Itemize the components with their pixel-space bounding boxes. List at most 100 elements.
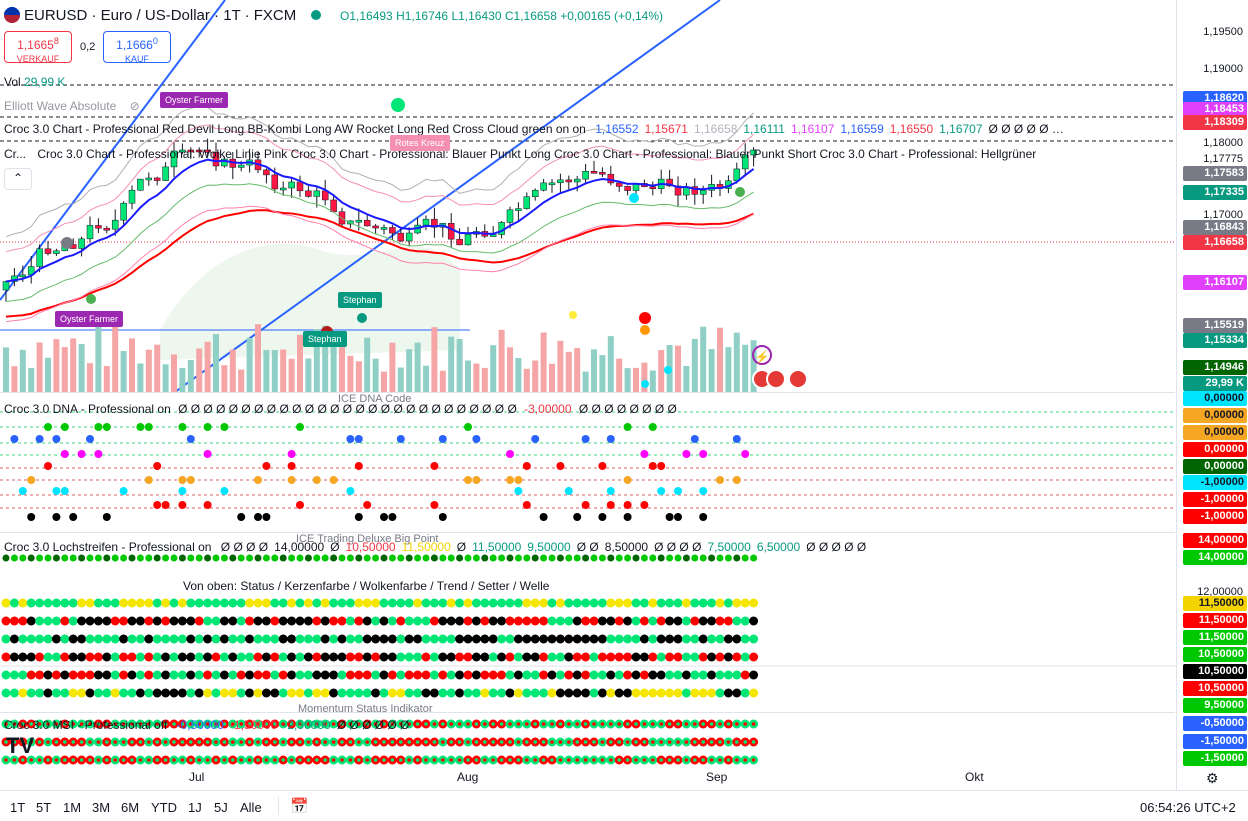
pane-separator[interactable] — [0, 532, 1175, 533]
loch-dot — [388, 554, 396, 562]
pane-separator[interactable] — [0, 392, 1175, 393]
collapse-legend-button[interactable]: ⌃ — [4, 168, 32, 190]
loch-dot — [187, 554, 195, 562]
status-dot — [488, 688, 498, 698]
status-dot — [287, 634, 297, 644]
range-6m[interactable]: 6M — [121, 800, 140, 815]
status-dot — [119, 688, 129, 698]
croc-chart-value: 1,16658 — [693, 122, 738, 136]
price-chart[interactable] — [0, 0, 1176, 392]
sell-button[interactable]: 1,16658 VERKAUF — [4, 31, 72, 64]
range-1t[interactable]: 1T — [10, 800, 26, 815]
status-dot — [194, 616, 204, 626]
status-dot — [606, 652, 616, 662]
candle-body — [305, 190, 312, 197]
croc-line2-legend[interactable]: Cr... Croc 3.0 Chart - Professional: Wol… — [4, 147, 1036, 161]
range-3m[interactable]: 3M — [92, 800, 111, 815]
range-1j[interactable]: 1J — [188, 800, 202, 815]
dna-legend[interactable]: Croc 3.0 DNA - Professional on Ø Ø Ø Ø Ø… — [4, 402, 677, 416]
status-dot — [287, 670, 297, 680]
status-dot — [480, 670, 490, 680]
lightning-icon[interactable]: ⚡ — [752, 345, 772, 365]
status-dot — [270, 652, 280, 662]
status-dot — [530, 652, 540, 662]
dna-dot — [741, 450, 750, 458]
loch-dot — [699, 554, 707, 562]
volume-bar — [381, 371, 387, 392]
price-axis[interactable]: 1,19500 1,19000 1,18000 1,17775 1,17000 1,149… — [1176, 0, 1248, 790]
loch-dot — [103, 554, 111, 562]
dna-dot — [102, 423, 111, 431]
msi-dot-inner — [340, 758, 344, 762]
lochstreifen-value: 10,50000 — [345, 540, 396, 554]
settings-gear-icon[interactable]: ⚙ — [1206, 770, 1219, 786]
status-dot — [648, 670, 658, 680]
us-flag-event-icon[interactable] — [788, 369, 808, 389]
hidden-eye-icon[interactable]: ⊘ — [129, 99, 140, 113]
status-dot — [35, 688, 45, 698]
status-dot — [631, 616, 641, 626]
status-dot — [278, 616, 288, 626]
status-dot — [606, 670, 616, 680]
lochstreifen-pane — [0, 554, 1176, 698]
us-flag-event-icon[interactable] — [766, 369, 786, 389]
status-dot — [102, 670, 112, 680]
range-5t[interactable]: 5T — [36, 800, 52, 815]
lochstreifen-value: 6,50000 — [756, 540, 801, 554]
range-1m[interactable]: 1M — [63, 800, 82, 815]
status-dot — [68, 598, 78, 608]
status-dot — [127, 598, 137, 608]
msi-dot-inner — [743, 758, 747, 762]
symbol-title[interactable]: EURUSD · Euro / US-Dollar · 1T · FXCM — [24, 7, 297, 24]
status-dot — [740, 688, 750, 698]
badge-stephan: Stephan — [303, 331, 347, 347]
price-tick: 1,19000 — [1203, 63, 1243, 75]
elliott-legend[interactable]: Elliott Wave Absolute ⊘ — [4, 99, 140, 113]
msi-dot-inner — [483, 722, 487, 726]
msi-dot-inner — [88, 758, 92, 762]
status-dot — [614, 688, 624, 698]
status-dot — [606, 634, 616, 644]
status-dot — [161, 634, 171, 644]
msi-dot-inner — [281, 758, 286, 762]
status-dot — [480, 688, 490, 698]
status-dot — [438, 616, 448, 626]
status-dot — [530, 598, 540, 608]
dna-dot — [52, 487, 61, 495]
croc-chart-legend[interactable]: Croc 3.0 Chart - Professional Red Devil … — [4, 122, 1064, 136]
msi-dot-inner — [693, 758, 697, 762]
dna-dot — [178, 476, 187, 484]
range-5j[interactable]: 5J — [214, 800, 228, 815]
clock[interactable]: 06:54:26 UTC+2 — [1140, 800, 1236, 815]
volume-bar — [364, 337, 371, 392]
momentum-label: Momentum Status Indikator — [298, 703, 433, 715]
pane-separator[interactable] — [0, 712, 1175, 713]
msi-dot-inner — [4, 740, 8, 744]
lochstreifen-legend[interactable]: Croc 3.0 Lochstreifen - Professional on … — [4, 540, 866, 554]
status-dot — [85, 688, 95, 698]
buy-button[interactable]: 1,16660 KAUF — [103, 31, 171, 64]
range-alle[interactable]: Alle — [240, 800, 262, 815]
volume-bar — [582, 371, 589, 392]
status-dot — [219, 634, 229, 644]
candle-body — [506, 209, 514, 223]
msi-dot-inner — [382, 758, 386, 762]
calendar-icon[interactable]: 📅 — [290, 798, 309, 815]
msi-legend[interactable]: Croc 3.0 MSI - Professional off -0,50000… — [4, 718, 409, 732]
volume-legend[interactable]: Vol 29,99 K — [4, 75, 65, 89]
status-dot — [43, 670, 53, 680]
msi-dot-inner — [751, 740, 756, 744]
msi-dot-inner — [239, 722, 243, 726]
lochstreifen-value: 11,50000 — [401, 540, 451, 554]
status-dot — [463, 688, 473, 698]
range-ytd[interactable]: YTD — [151, 800, 177, 815]
status-dot — [471, 616, 481, 626]
status-dot — [144, 688, 154, 698]
dna-dot — [144, 423, 153, 431]
tradingview-logo[interactable]: TV — [6, 733, 35, 758]
dna-dot — [522, 501, 531, 509]
status-dot — [581, 670, 591, 680]
status-dot — [446, 688, 456, 698]
volume-bar — [246, 337, 253, 392]
status-dot — [597, 688, 607, 698]
